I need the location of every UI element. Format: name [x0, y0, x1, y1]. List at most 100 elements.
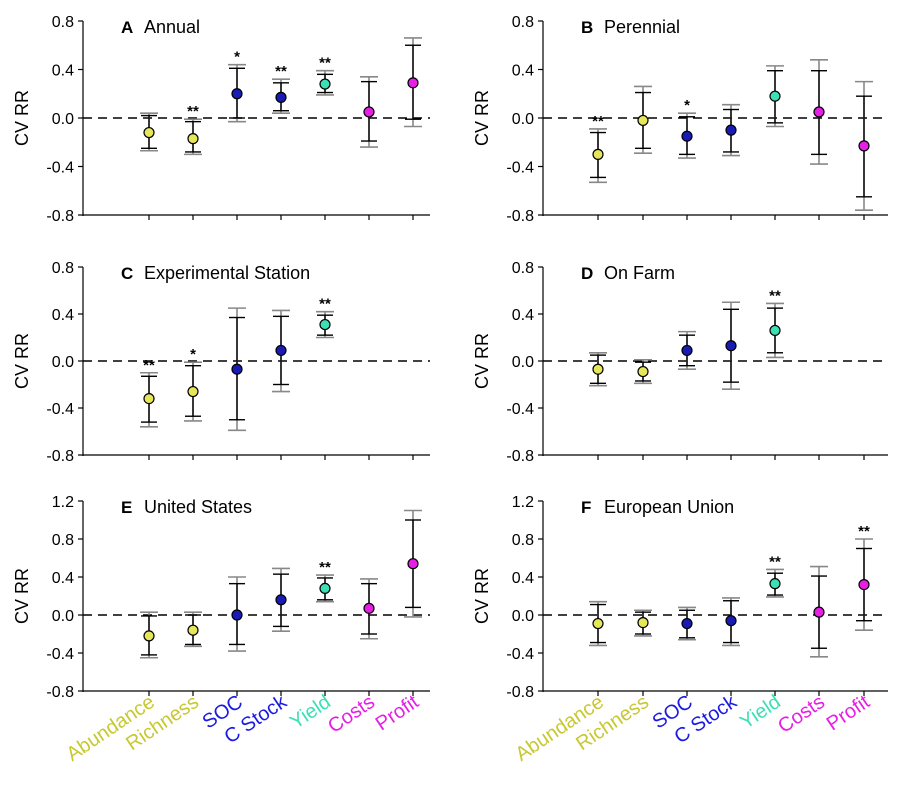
point-c-stock	[722, 301, 740, 391]
point-c-stock	[722, 103, 740, 157]
y-tick-label: -0.8	[46, 684, 74, 701]
panel-title: Experimental Station	[144, 263, 310, 283]
point-soc: *	[678, 97, 696, 159]
panel-c: 0.8 0.4 0.0 -0.4 -0.8 CV RR C Experimental Stat…	[12, 260, 430, 465]
x-category-label-profit: Profit	[372, 691, 423, 736]
y-tick-label: -0.8	[506, 684, 534, 701]
point-abundance	[589, 600, 607, 647]
point-costs	[810, 565, 828, 658]
y-tick-label: -0.8	[46, 448, 74, 465]
point-c-stock	[272, 567, 290, 632]
point-marker	[143, 393, 155, 405]
panel-title: Perennial	[604, 17, 680, 37]
y-tick-label: 0.4	[52, 570, 74, 587]
point-yield: **	[766, 553, 784, 598]
point-marker	[592, 617, 604, 630]
point-yield: **	[316, 296, 334, 339]
y-tick-label: -0.8	[46, 208, 74, 225]
point-yield: **	[766, 287, 784, 359]
point-marker	[319, 78, 331, 90]
panel-b: 0.80.40.0-0.4-0.8CV RRB Perennial***	[472, 14, 888, 225]
point-marker	[143, 126, 155, 139]
point-profit	[855, 80, 873, 211]
point-marker	[407, 77, 419, 89]
point-marker	[143, 630, 155, 642]
point-marker	[813, 106, 825, 118]
y-axis-title: CV RR	[472, 90, 492, 146]
point-marker	[681, 130, 693, 142]
point-marker	[858, 140, 870, 152]
y-axis-title: CV RR	[12, 333, 32, 389]
point-marker	[769, 90, 781, 102]
y-tick-label: 0.8	[512, 260, 534, 277]
y-axis-title: CV RR	[472, 568, 492, 624]
panel-letter: D	[581, 264, 593, 283]
point-yield	[766, 65, 784, 128]
panel-a: 0.80.40.0-0.4-0.8CV RRA Annual***** **	[12, 14, 430, 225]
y-tick-label: 0.4	[52, 63, 74, 80]
significance-mark: **	[275, 63, 287, 80]
point-soc	[678, 330, 696, 371]
y-tick-label: 0.4	[512, 570, 534, 587]
panel-title: Annual	[144, 17, 200, 37]
point-marker	[725, 124, 737, 136]
y-tick-label: 0.4	[512, 307, 534, 324]
significance-mark: **	[769, 287, 781, 304]
y-tick-label: -0.8	[506, 208, 534, 225]
significance-mark: *	[684, 97, 690, 114]
point-costs	[810, 58, 828, 165]
point-abundance	[140, 611, 158, 659]
point-profit	[404, 37, 422, 128]
y-tick-label: 0.8	[52, 14, 74, 31]
y-tick-label: 0.4	[512, 63, 534, 80]
point-soc	[228, 307, 246, 432]
panel-e: 1.2 0.8 0.4 0.0 -0.4 -0.8 CV RR E United States *…	[12, 494, 430, 766]
point-marker	[187, 624, 199, 636]
point-marker	[231, 88, 243, 100]
significance-mark: **	[858, 523, 870, 540]
y-tick-label: 0.0	[52, 354, 74, 371]
point-soc	[678, 606, 696, 641]
y-axis-title: CV RR	[472, 333, 492, 389]
significance-mark: **	[769, 553, 781, 570]
point-marker	[407, 558, 419, 570]
significance-mark: *	[234, 49, 240, 66]
point-abundance	[140, 112, 158, 152]
point-marker	[363, 602, 375, 614]
significance-mark: **	[319, 55, 331, 72]
panel-title: On Farm	[604, 263, 675, 283]
y-tick-label: 1.2	[52, 494, 74, 511]
point-soc	[228, 576, 246, 652]
point-richness: *	[184, 346, 202, 422]
point-costs	[360, 578, 378, 640]
y-tick-label: 0.0	[512, 608, 534, 625]
y-axis-title: CV RR	[12, 90, 32, 146]
y-tick-label: -0.8	[506, 448, 534, 465]
y-tick-label: 1.2	[512, 494, 534, 511]
panel-letter: C	[121, 264, 133, 283]
panel-f: 1.2 0.8 0.4 0.0 -0.4 -0.8 CV RR F European Union…	[472, 494, 888, 766]
point-marker	[813, 606, 825, 618]
point-marker	[769, 578, 781, 590]
significance-mark: **	[319, 559, 331, 576]
point-richness	[634, 359, 652, 385]
point-abundance: **	[589, 113, 607, 184]
y-tick-label: 0.8	[52, 532, 74, 549]
y-tick-label: 0.8	[512, 532, 534, 549]
y-tick-label: 0.0	[512, 354, 534, 371]
point-abundance	[589, 351, 607, 387]
x-category-label-costs: Costs	[774, 691, 829, 738]
significance-mark: **	[143, 357, 155, 374]
point-yield: **	[316, 559, 334, 603]
y-tick-label: 0.4	[52, 307, 74, 324]
point-profit: **	[855, 523, 873, 632]
point-richness	[634, 609, 652, 637]
point-marker	[275, 344, 287, 357]
panel-title: European Union	[604, 497, 734, 517]
significance-mark: **	[319, 296, 331, 313]
panel-title: United States	[144, 497, 252, 517]
point-marker	[725, 340, 737, 352]
point-marker	[725, 615, 737, 627]
point-c-stock	[722, 597, 740, 647]
point-marker	[592, 363, 604, 375]
